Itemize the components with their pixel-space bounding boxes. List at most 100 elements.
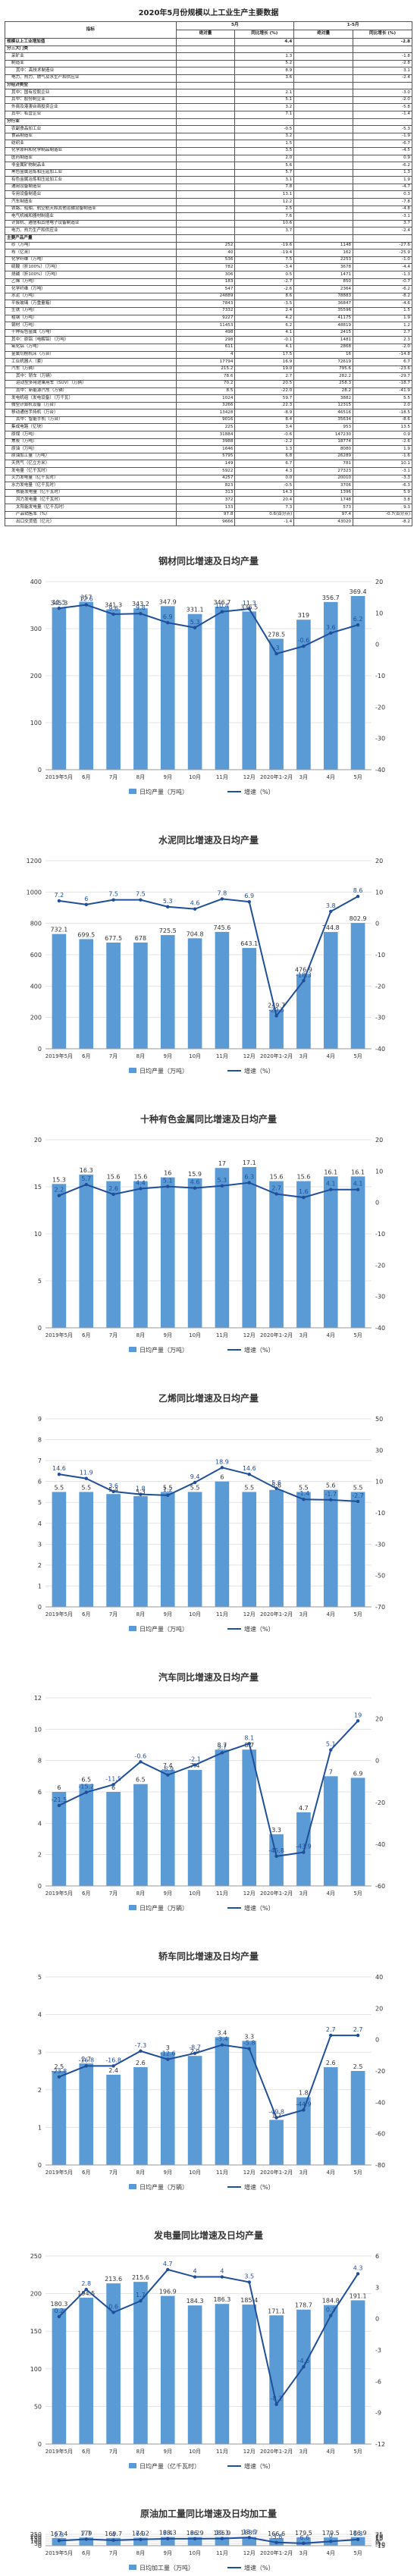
chart-8: 原油加工量同比增速及日均加工量 0 50 100 150 200 250 -15 -10 -5 0 5… — [0, 2502, 417, 2576]
row-label: 纱（万吨） — [5, 241, 177, 250]
table-cell: 5.9 — [353, 488, 412, 497]
bar-data-label: 180.3 — [50, 2301, 67, 2308]
y-tick-label: 0 — [38, 2441, 42, 2448]
growth-data-label: 2.8 — [55, 2531, 64, 2538]
table-cell: 8.6 — [234, 292, 295, 301]
growth-data-label: 11.9 — [80, 1470, 93, 1476]
x-tick-label: 10月 — [189, 2550, 201, 2556]
table-cell: 16.9 — [234, 358, 295, 366]
growth-point — [84, 2064, 88, 2068]
y-tick-label: 5 — [38, 1974, 42, 1981]
x-tick-label: 4月 — [327, 2170, 335, 2176]
y-tick-label: 10 — [34, 1231, 42, 1238]
y-tick-label: 12 — [34, 1695, 42, 1702]
bar — [215, 2037, 230, 2165]
table-row: 水力发电量（亿千瓦时） 823 -0.5 3706 -6.3 — [5, 482, 412, 490]
y2-tick-label: 0 — [375, 1200, 379, 1206]
x-tick-label: 2020年1-2月 — [260, 2549, 293, 2556]
growth-data-label: -3.4 — [216, 2036, 228, 2043]
legend-bar-swatch — [129, 1347, 136, 1352]
table-row: 专用设备制造业 13.1 0.3 — [5, 190, 412, 199]
table-cell: 1748 — [293, 496, 354, 504]
table-row: 火力发电量（亿千瓦时） 4257 0.0 20010 -3.3 — [5, 474, 412, 483]
growth-point — [329, 631, 333, 635]
growth-point — [220, 897, 224, 901]
x-tick-label: 2019年5月 — [45, 773, 73, 780]
table-cell: 27323 — [293, 467, 354, 475]
growth-point — [111, 1192, 115, 1197]
table-cell: 306 — [175, 271, 236, 279]
bar — [52, 2308, 67, 2444]
growth-data-label: 1.6 — [299, 1188, 309, 1195]
table-cell: 4257 — [175, 474, 236, 483]
table-cell — [175, 38, 236, 46]
table-cell: 2364 — [293, 285, 354, 293]
growth-data-label: 9.6 — [108, 605, 118, 612]
table-row: 其中：新能源汽车（万辆） 8.5 -22.0 28.2 -41.9 — [5, 387, 412, 396]
bar — [106, 942, 121, 1049]
bar-data-label: 5.6 — [326, 1483, 336, 1489]
bar — [269, 1009, 284, 1049]
y2-tick-label: -60 — [375, 2131, 385, 2138]
table-cell — [353, 81, 412, 90]
growth-data-label: -5.8 — [243, 2040, 256, 2047]
growth-data-label: -18.3 — [296, 971, 312, 978]
bar-data-label: 643.1 — [240, 940, 258, 947]
bar — [296, 1492, 311, 1607]
x-tick-label: 7月 — [109, 1332, 118, 1338]
growth-data-label: 2.6 — [108, 1185, 118, 1192]
x-tick-label: 2019年5月 — [45, 2448, 73, 2455]
bar — [133, 1784, 148, 1886]
x-tick-label: 3月 — [299, 774, 308, 780]
growth-point — [139, 611, 143, 616]
row-label: 化学纤维（万吨） — [5, 256, 177, 265]
legend-line-label: 增速（%） — [244, 2462, 274, 2470]
table-cell: 40 — [175, 249, 236, 257]
table-cell: 5.7 — [234, 168, 295, 177]
bar — [215, 1749, 230, 1886]
table-cell: 26289 — [293, 452, 354, 461]
table-row: 水泥（万吨） 24889 8.6 78883 -8.2 — [5, 292, 412, 301]
table-cell: 46516 — [293, 409, 354, 417]
bar — [52, 607, 67, 770]
x-tick-label: 8月 — [136, 774, 145, 780]
table-cell — [175, 45, 236, 54]
table-row: 其中：国有控股企业 2.1 -3.0 — [5, 89, 412, 97]
table-cell: 9.3 — [353, 504, 412, 512]
table-cell: 9666 — [175, 518, 236, 526]
growth-data-label: 4 — [193, 2268, 197, 2275]
y2-tick-label: -6 — [375, 2378, 381, 2385]
table-row: 布（亿米） 40 -19.4 162 -25.9 — [5, 249, 412, 257]
table-cell: 14.3 — [234, 488, 295, 497]
y2-tick-label: -30 — [375, 1015, 385, 1021]
growth-data-label: 1.8 — [136, 1486, 146, 1492]
growth-data-label: 6.2 — [353, 616, 363, 623]
growth-data-label: 9.4 — [190, 1473, 200, 1480]
growth-point — [84, 1476, 88, 1480]
growth-data-label: 18.9 — [215, 1458, 229, 1465]
table-cell — [175, 219, 236, 228]
growth-point — [139, 1492, 143, 1496]
table-row: 其中：原铝（电解铝）（万吨） 298 -0.1 1481 2.3 — [5, 336, 412, 344]
growth-data-label: 10.1 — [215, 2530, 229, 2537]
row-label: 移动通信手持机（万台） — [5, 409, 177, 417]
bar-data-label: 2.5 — [55, 2063, 64, 2070]
row-label: 烧碱（折100%）（万吨） — [5, 271, 177, 279]
bar-data-label: 15.6 — [270, 1174, 284, 1181]
table-cell: -2.0 — [353, 343, 412, 352]
growth-point — [193, 2537, 197, 2541]
table-cell: 16 — [293, 350, 354, 359]
table-cell — [293, 183, 354, 192]
y2-tick-label: -40 — [375, 2099, 385, 2106]
table-cell: 781 — [293, 460, 354, 469]
chart-svg: 0 1 2 3 4 5 -80 -60 -40 -20 0 20 40 2.5 2019年5月 2.7 6月 2.… — [38, 1974, 385, 2191]
bar — [133, 2282, 148, 2444]
table-cell: 6.7 — [234, 460, 295, 469]
table-cell: 1.9 — [353, 314, 412, 323]
bar — [242, 2537, 257, 2546]
x-tick-label: 12月 — [243, 1611, 256, 1617]
y2-tick-label: -20 — [375, 704, 385, 711]
x-tick-label: 8月 — [136, 1053, 145, 1059]
row-label: 纺织业 — [5, 140, 177, 148]
y-tick-label: 1200 — [27, 858, 42, 864]
